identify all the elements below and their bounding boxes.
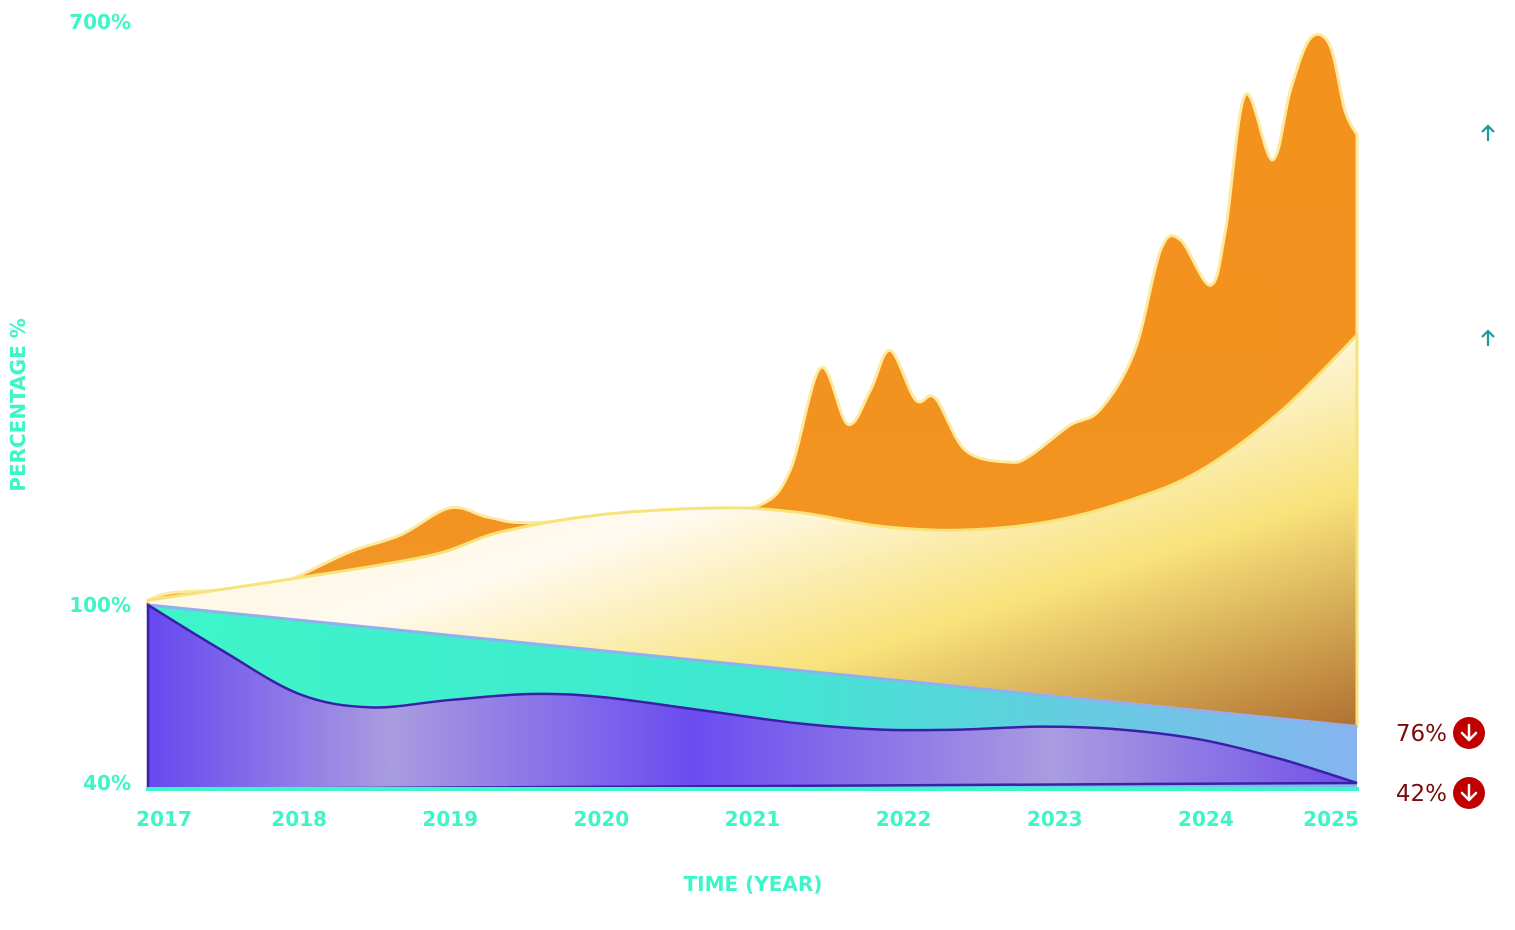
- x-tick-label: 2022: [876, 807, 932, 831]
- series-teal-line: [147, 603, 1358, 729]
- arrow-down-circle-icon: [1453, 777, 1485, 809]
- series-yellow-area: [146, 331, 1359, 729]
- y-tick-label: 40%: [83, 771, 131, 795]
- x-tick-label: 2019: [422, 807, 478, 831]
- y-axis-title: PERCENTAGE %: [6, 318, 30, 491]
- arrow-down-circle-icon: [1453, 717, 1485, 749]
- x-tick-label: 2017: [136, 807, 192, 831]
- y-tick-label: 700%: [69, 10, 131, 34]
- x-tick-label: 2021: [725, 807, 781, 831]
- x-axis-title: TIME (YEAR): [684, 872, 823, 896]
- end-value-label: 42%: [1396, 781, 1447, 807]
- x-tick-label: 2024: [1178, 807, 1234, 831]
- series-purple-area: [146, 602, 1358, 791]
- arrow-up-icon: [1481, 124, 1495, 141]
- x-tick-label: 2025: [1303, 807, 1359, 831]
- x-tick-label: 2018: [271, 807, 327, 831]
- x-tick-label: 2023: [1027, 807, 1083, 831]
- end-value-label: 76%: [1396, 721, 1447, 747]
- arrow-up-icon: [1481, 329, 1495, 346]
- x-tick-label: 2020: [574, 807, 630, 831]
- y-tick-label: 100%: [69, 593, 131, 617]
